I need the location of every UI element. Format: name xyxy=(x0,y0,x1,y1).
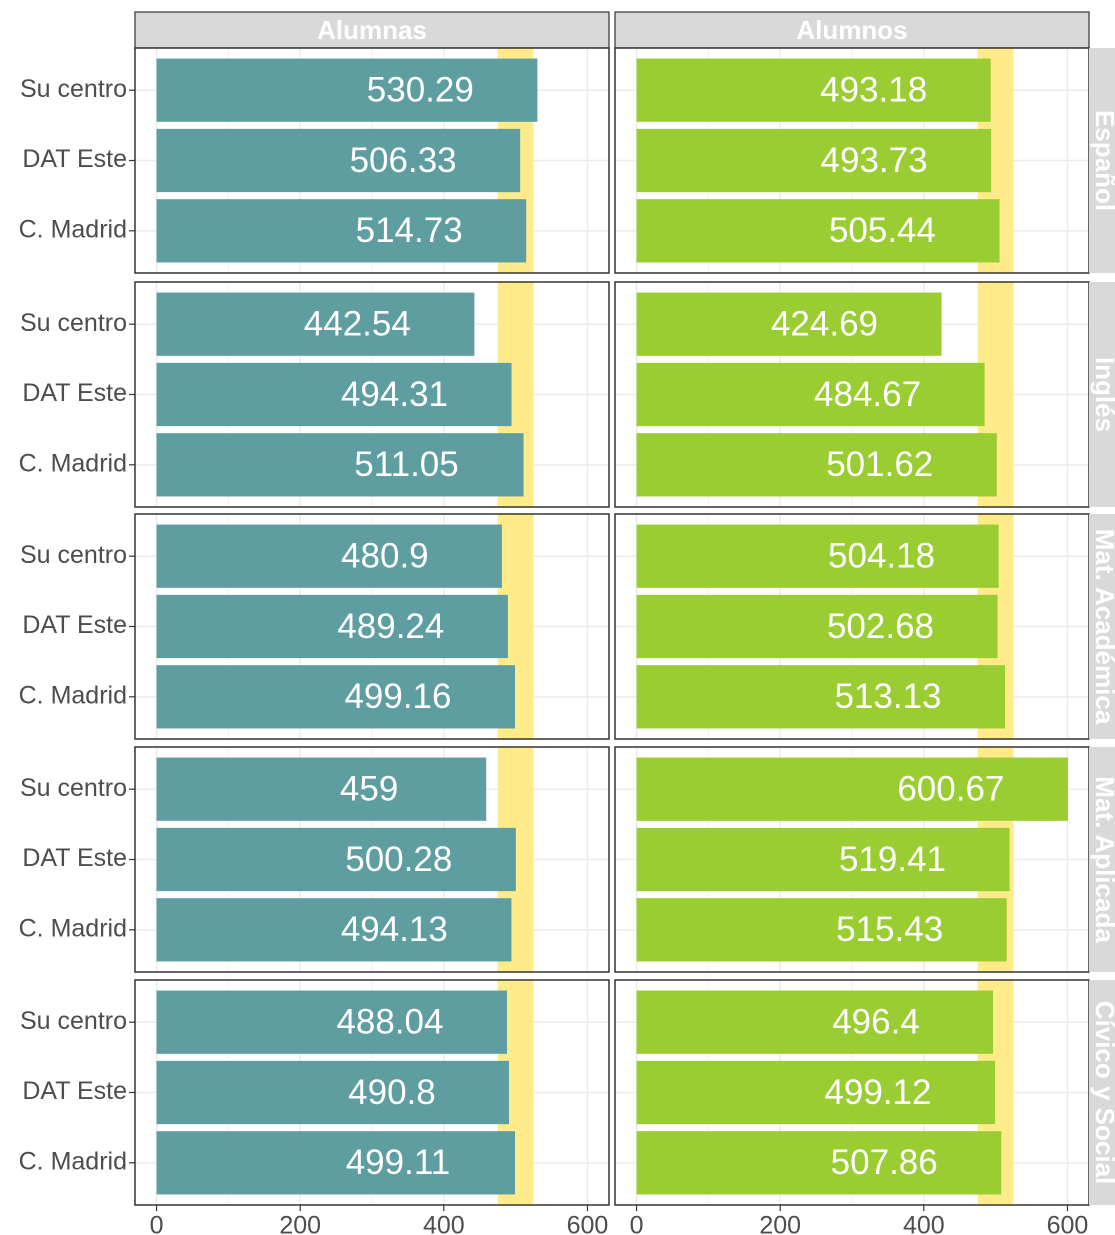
y-tick-label: C. Madrid xyxy=(19,914,127,942)
x-tick-label: 600 xyxy=(1047,1212,1089,1235)
bar xyxy=(156,1131,515,1195)
bar xyxy=(636,128,992,193)
bar xyxy=(156,128,521,193)
value-label: 494.13 xyxy=(341,910,448,949)
bar xyxy=(636,58,991,122)
y-tick-label: C. Madrid xyxy=(19,215,127,243)
y-tick-label: Su centro xyxy=(20,309,127,337)
bar xyxy=(156,524,502,588)
strip xyxy=(1089,48,1115,273)
bar xyxy=(156,58,538,122)
strip xyxy=(1089,980,1115,1205)
bar xyxy=(636,362,985,427)
bar xyxy=(156,757,487,821)
bar xyxy=(156,292,475,356)
row-title: Mat. Aplicada xyxy=(1090,776,1115,943)
value-label: 459 xyxy=(340,769,398,808)
bar xyxy=(156,665,516,729)
column-title: Alumnos xyxy=(796,15,907,45)
y-tick-label: Su centro xyxy=(20,75,127,103)
x-tick-label: 400 xyxy=(903,1212,945,1235)
value-label: 514.73 xyxy=(356,211,463,250)
y-tick-label: C. Madrid xyxy=(19,449,127,477)
bar xyxy=(636,827,1010,892)
row-title: Inglés xyxy=(1090,357,1115,432)
value-label: 496.4 xyxy=(832,1002,920,1041)
value-label: 480.9 xyxy=(341,536,429,575)
value-label: 511.05 xyxy=(354,445,458,484)
row-title: Cívico y Social xyxy=(1090,1001,1115,1185)
bar xyxy=(636,990,994,1054)
value-label: 490.8 xyxy=(348,1073,436,1112)
bar xyxy=(636,433,997,497)
bar xyxy=(636,594,998,659)
y-tick-label: DAT Este xyxy=(22,145,127,173)
value-label: 499.11 xyxy=(346,1143,450,1182)
strip xyxy=(1089,282,1115,507)
strip xyxy=(614,11,1090,49)
bar xyxy=(156,990,508,1054)
y-tick-label: C. Madrid xyxy=(19,681,127,709)
bar xyxy=(636,1131,1002,1195)
bar xyxy=(156,898,512,962)
y-tick-label: DAT Este xyxy=(22,379,127,407)
bar xyxy=(156,199,527,263)
bar xyxy=(636,665,1006,729)
value-label: 530.29 xyxy=(367,70,474,109)
y-tick-label: C. Madrid xyxy=(19,1147,127,1175)
column-title: Alumnas xyxy=(317,15,427,45)
bar xyxy=(636,898,1007,962)
y-tick-label: DAT Este xyxy=(22,844,127,872)
value-label: 519.41 xyxy=(839,840,946,879)
value-label: 600.67 xyxy=(897,769,1004,808)
x-tick-label: 0 xyxy=(630,1212,644,1235)
bar xyxy=(636,1060,996,1125)
value-label: 515.43 xyxy=(836,910,943,949)
bar xyxy=(156,594,508,659)
value-label: 500.28 xyxy=(345,840,452,879)
value-label: 493.73 xyxy=(821,141,928,180)
row-title: Español xyxy=(1090,110,1115,211)
y-tick-label: Su centro xyxy=(20,1007,127,1035)
value-label: 499.12 xyxy=(824,1073,931,1112)
strip xyxy=(1089,514,1115,739)
value-label: 513.13 xyxy=(834,677,941,716)
x-tick-label: 200 xyxy=(279,1212,321,1235)
value-label: 502.68 xyxy=(827,607,934,646)
strip xyxy=(1089,747,1115,972)
x-tick-label: 600 xyxy=(567,1212,609,1235)
y-tick-label: DAT Este xyxy=(22,1077,127,1105)
bar xyxy=(156,1060,510,1125)
x-tick-label: 0 xyxy=(150,1212,164,1235)
value-label: 484.67 xyxy=(814,375,921,414)
value-label: 499.16 xyxy=(344,677,451,716)
value-label: 506.33 xyxy=(350,141,457,180)
value-label: 493.18 xyxy=(820,70,927,109)
bar xyxy=(636,292,942,356)
x-tick-label: 400 xyxy=(423,1212,465,1235)
bar xyxy=(636,199,1000,263)
value-label: 488.04 xyxy=(336,1002,443,1041)
bar xyxy=(636,524,999,588)
y-tick-label: Su centro xyxy=(20,774,127,802)
bar xyxy=(636,757,1068,821)
value-label: 507.86 xyxy=(831,1143,938,1182)
x-tick-label: 200 xyxy=(759,1212,801,1235)
row-title: Mat. Académica xyxy=(1090,529,1115,725)
value-label: 504.18 xyxy=(828,536,935,575)
strip xyxy=(134,11,610,49)
value-label: 424.69 xyxy=(771,304,878,343)
value-label: 501.62 xyxy=(826,445,933,484)
bar xyxy=(156,362,512,427)
value-label: 442.54 xyxy=(304,304,411,343)
y-tick-label: Su centro xyxy=(20,541,127,569)
y-tick-label: DAT Este xyxy=(22,611,127,639)
value-label: 489.24 xyxy=(337,607,444,646)
value-label: 494.31 xyxy=(341,375,448,414)
value-label: 505.44 xyxy=(829,211,936,250)
bar xyxy=(156,827,516,892)
bar xyxy=(156,433,524,497)
